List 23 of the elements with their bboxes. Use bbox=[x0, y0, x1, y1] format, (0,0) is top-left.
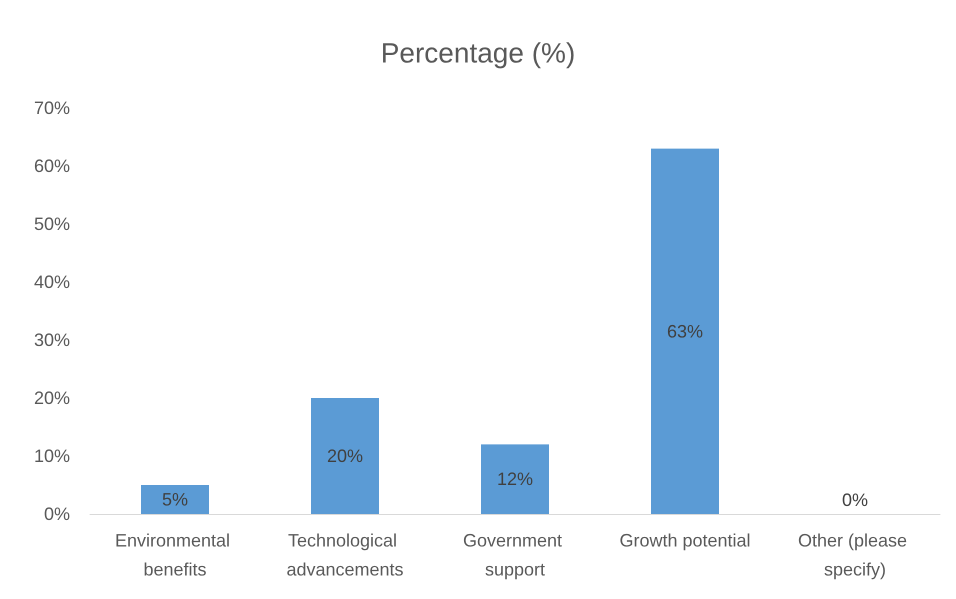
data-label: 0% bbox=[842, 490, 868, 510]
data-label: 20% bbox=[326, 446, 364, 466]
y-tick-label: 60% bbox=[34, 156, 70, 176]
bar bbox=[311, 398, 379, 514]
data-label: 5% bbox=[162, 490, 188, 510]
bar bbox=[141, 485, 209, 514]
y-tick-label: 20% bbox=[34, 388, 70, 408]
y-tick-label: 40% bbox=[34, 272, 70, 292]
y-tick-label: 50% bbox=[34, 214, 70, 234]
bar bbox=[481, 444, 549, 514]
x-tick-label: Technological advancements bbox=[286, 530, 404, 580]
x-tick-label: Environmental benefits bbox=[114, 530, 236, 580]
y-tick-label: 0% bbox=[44, 504, 70, 524]
y-tick-label: 10% bbox=[34, 446, 70, 466]
x-tick-label: Government support bbox=[462, 530, 568, 580]
x-tick-label: Other (please specify) bbox=[798, 530, 912, 580]
y-tick-label: 30% bbox=[34, 330, 70, 350]
x-tick-label: Growth potential bbox=[619, 530, 751, 550]
data-label: 63% bbox=[666, 321, 704, 342]
bar bbox=[651, 148, 719, 514]
chart-title: Percentage (%) bbox=[380, 38, 576, 68]
data-label: 12% bbox=[496, 469, 534, 490]
y-tick-label: 70% bbox=[34, 98, 70, 118]
